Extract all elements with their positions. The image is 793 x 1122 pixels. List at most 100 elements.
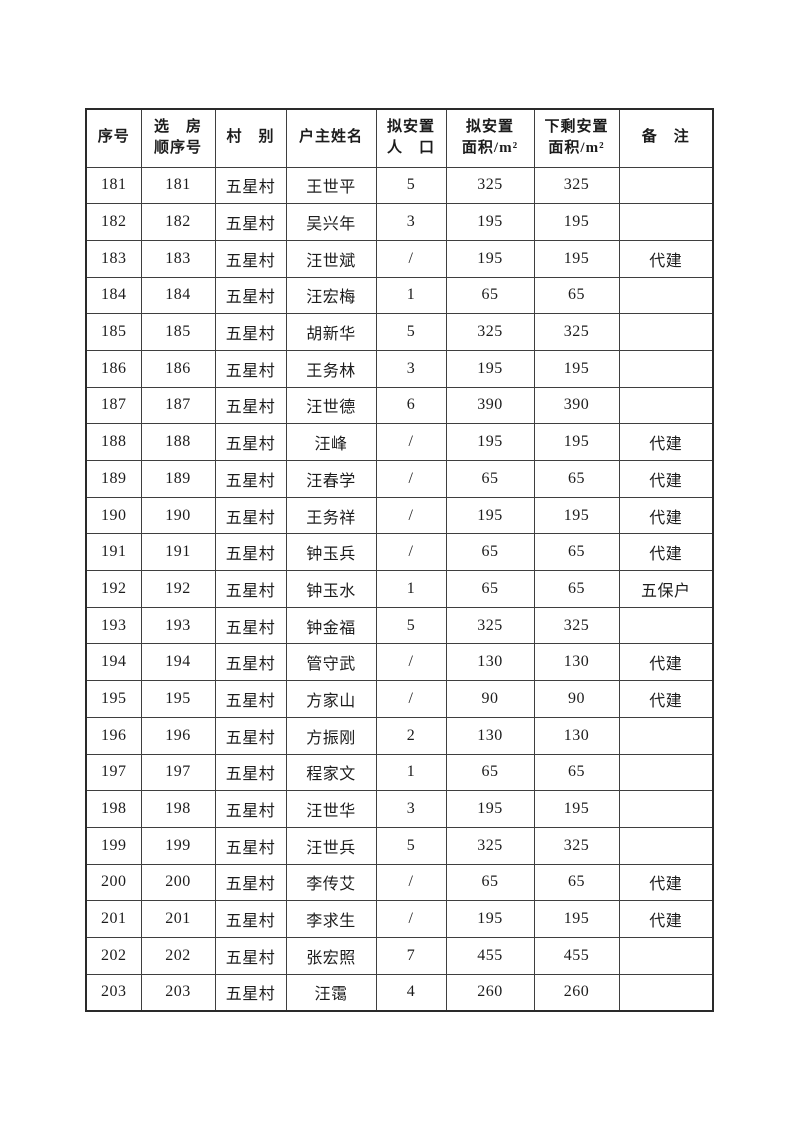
cell-village: 五星村 [214,790,287,828]
cell-village: 五星村 [214,496,287,535]
column-header-remaining_area: 下剩安置 面积/m² [533,108,620,168]
cell-remark [618,826,714,865]
table-row: 182 182 五星村 吴兴年 3 195 195 [85,203,714,241]
cell-remaining_area: 195 [533,203,620,241]
column-header-line: 顺序号 [153,140,202,157]
cell-remaining_area: 325 [533,313,620,351]
cell-village: 五星村 [214,166,287,205]
column-header-line: 选 房 [153,118,202,135]
cell-index: 197 [85,753,142,792]
cell-selection_order: 203 [140,973,216,1012]
cell-selection_order: 197 [140,753,216,792]
cell-selection_order: 188 [140,423,216,461]
cell-remark [618,753,714,792]
cell-householder: 李传艾 [285,863,377,902]
cell-selection_order: 181 [140,166,216,205]
cell-population: / [375,423,447,461]
cell-selection_order: 194 [140,643,216,682]
cell-planned_area: 195 [445,203,535,241]
table-row: 194 194 五星村 管守武/130 130 代建 [85,643,714,682]
cell-householder: 钟金福 [285,606,377,645]
cell-population: 3 [375,203,447,241]
cell-village: 五星村 [214,826,287,865]
cell-index: 188 [85,423,142,461]
cell-selection_order: 190 [140,496,216,535]
cell-index: 193 [85,606,142,645]
cell-remaining_area: 90 [533,680,620,718]
cell-index: 195 [85,680,142,718]
cell-population: 6 [375,386,447,425]
cell-planned_area: 195 [445,239,535,278]
cell-village: 五星村 [214,900,287,938]
column-header-line: 村 别 [226,129,275,146]
cell-planned_area: 195 [445,349,535,388]
column-header-village: 村 别 [214,108,287,168]
cell-village: 五星村 [214,973,287,1012]
cell-selection_order: 202 [140,936,216,975]
cell-population: 3 [375,349,447,388]
column-header-line: 人 口 [386,140,435,157]
column-header-line: 拟安置 [465,118,514,135]
cell-remaining_area: 130 [533,716,620,755]
table-row: 191 191 五星村 钟玉兵/65 65 代建 [85,533,714,572]
cell-remaining_area: 260 [533,973,620,1012]
cell-remark [618,349,714,388]
column-header-line: 备 注 [641,129,690,146]
table-row: 190 190 五星村 王务祥/195 195 代建 [85,496,714,535]
cell-householder: 王世平 [285,166,377,205]
cell-village: 五星村 [214,936,287,975]
cell-planned_area: 455 [445,936,535,975]
column-header-householder: 户主姓名 [285,108,377,168]
cell-householder: 方振刚 [285,716,377,755]
table-row: 193 193 五星村 钟金福 5 325 325 [85,606,714,645]
cell-selection_order: 198 [140,790,216,828]
cell-planned_area: 90 [445,680,535,718]
cell-selection_order: 189 [140,460,216,498]
cell-index: 199 [85,826,142,865]
cell-householder: 钟玉兵 [285,533,377,572]
table-row: 203 203 五星村 汪霭 4 260 260 [85,973,714,1012]
cell-remaining_area: 65 [533,863,620,902]
cell-selection_order: 191 [140,533,216,572]
cell-index: 198 [85,790,142,828]
cell-index: 201 [85,900,142,938]
cell-selection_order: 187 [140,386,216,425]
cell-householder: 汪峰 [285,423,377,461]
cell-index: 186 [85,349,142,388]
cell-planned_area: 325 [445,313,535,351]
cell-householder: 汪春学 [285,460,377,498]
cell-index: 187 [85,386,142,425]
cell-planned_area: 260 [445,973,535,1012]
cell-householder: 方家山 [285,680,377,718]
cell-village: 五星村 [214,680,287,718]
column-header-line: 下剩安置 [544,118,609,135]
cell-householder: 程家文 [285,753,377,792]
table-row: 199 199 五星村 汪世兵 5 325 325 [85,826,714,865]
cell-index: 184 [85,276,142,315]
cell-planned_area: 65 [445,460,535,498]
cell-index: 200 [85,863,142,902]
cell-index: 189 [85,460,142,498]
cell-remaining_area: 325 [533,166,620,205]
cell-selection_order: 182 [140,203,216,241]
cell-selection_order: 192 [140,570,216,608]
column-header-line: 户主姓名 [298,129,363,146]
table-row: 181 181 五星村 王世平 5 325 325 [85,166,714,205]
cell-index: 183 [85,239,142,278]
cell-planned_area: 325 [445,826,535,865]
column-header-population: 拟安置人 口 [375,108,447,168]
cell-remark: 代建 [618,239,714,278]
cell-village: 五星村 [214,716,287,755]
cell-householder: 吴兴年 [285,203,377,241]
cell-householder: 汪世华 [285,790,377,828]
cell-remaining_area: 325 [533,606,620,645]
cell-planned_area: 390 [445,386,535,425]
cell-population: 1 [375,276,447,315]
cell-planned_area: 130 [445,716,535,755]
cell-selection_order: 186 [140,349,216,388]
cell-village: 五星村 [214,460,287,498]
cell-population: 5 [375,606,447,645]
cell-planned_area: 325 [445,606,535,645]
cell-householder: 管守武 [285,643,377,682]
